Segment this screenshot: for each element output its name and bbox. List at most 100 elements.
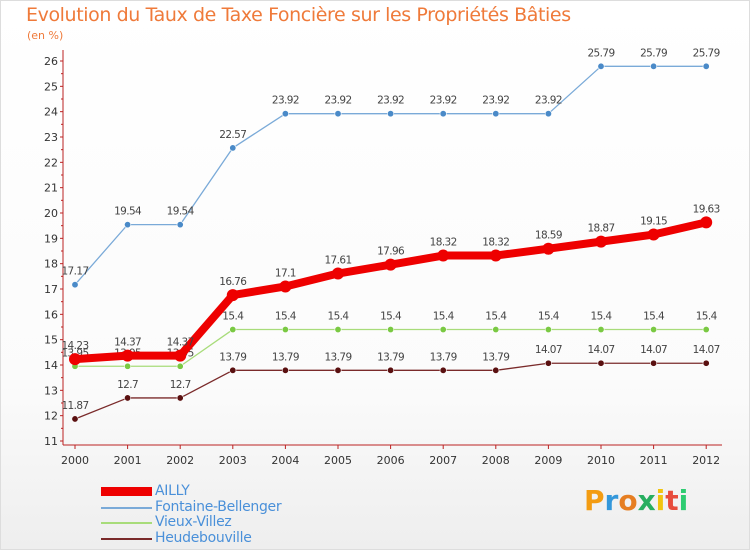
x-tick-label: 2000 (61, 454, 89, 467)
data-point-ailly (489, 249, 502, 262)
y-tick-label: 23 (44, 131, 58, 144)
data-label-heudebouville: 13.79 (482, 351, 509, 363)
y-tick-label: 12 (44, 410, 58, 423)
data-point-vieux-villez (439, 326, 447, 334)
data-label-ailly: 14.37 (167, 337, 194, 349)
data-point-vieux-villez (229, 326, 237, 334)
y-tick-label: 25 (44, 80, 58, 93)
data-label-fontaine-bellenger: 25.79 (640, 47, 667, 59)
data-point-heudebouville (702, 359, 710, 367)
data-point-fontaine-bellenger (492, 110, 500, 118)
data-label-ailly: 17.96 (377, 246, 405, 258)
data-point-fontaine-bellenger (387, 110, 395, 118)
legend-swatch-vieux-villez (101, 522, 152, 524)
data-label-heudebouville: 13.79 (430, 351, 457, 363)
data-label-ailly: 18.32 (430, 237, 457, 249)
x-tick-label: 2003 (219, 454, 247, 467)
data-label-vieux-villez: 15.4 (485, 311, 507, 323)
data-label-heudebouville: 13.79 (272, 351, 299, 363)
data-point-fontaine-bellenger (544, 110, 552, 118)
x-tick-label: 2008 (482, 454, 510, 467)
x-tick-label: 2007 (429, 454, 457, 467)
data-point-fontaine-bellenger (281, 110, 289, 118)
legend-label-heudebouville: Heudebouville (155, 529, 252, 546)
data-point-fontaine-bellenger (124, 221, 132, 229)
y-tick-label: 11 (44, 435, 58, 448)
data-label-ailly: 17.1 (275, 267, 296, 279)
y-axis-unit: (en %) (27, 29, 64, 42)
data-point-fontaine-bellenger (176, 221, 184, 229)
data-label-fontaine-bellenger: 23.92 (535, 95, 562, 107)
data-label-heudebouville: 14.07 (693, 344, 720, 356)
data-point-heudebouville (281, 366, 289, 374)
legend-swatch-fontaine-bellenger (101, 506, 152, 509)
data-point-heudebouville (71, 415, 79, 423)
data-label-heudebouville: 14.07 (587, 344, 614, 356)
data-label-heudebouville: 13.79 (324, 351, 351, 363)
data-label-fontaine-bellenger: 19.54 (167, 206, 195, 218)
x-tick-label: 2005 (324, 454, 352, 467)
data-point-vieux-villez (544, 326, 552, 334)
data-label-vieux-villez: 15.4 (538, 311, 560, 323)
data-point-fontaine-bellenger (334, 110, 342, 118)
data-point-heudebouville (544, 359, 552, 367)
data-label-ailly: 14.23 (61, 340, 88, 352)
x-tick-label: 2001 (114, 454, 142, 467)
logo-letter: P (584, 484, 605, 517)
data-point-ailly (174, 349, 187, 362)
logo-letter: t (665, 484, 679, 517)
data-point-fontaine-bellenger (229, 144, 237, 152)
y-tick-label: 19 (44, 232, 58, 245)
x-tick-label: 2004 (271, 454, 299, 467)
data-label-fontaine-bellenger: 25.79 (693, 47, 720, 59)
data-point-fontaine-bellenger (650, 62, 658, 70)
y-tick-label: 20 (44, 207, 58, 220)
data-point-fontaine-bellenger (71, 281, 79, 289)
data-point-ailly (121, 349, 134, 362)
data-point-ailly (69, 353, 81, 366)
data-label-vieux-villez: 15.4 (222, 311, 244, 323)
data-point-vieux-villez (124, 362, 132, 370)
data-point-heudebouville (229, 366, 237, 374)
chart-title: Evolution du Taux de Taxe Foncière sur l… (26, 4, 571, 26)
data-label-vieux-villez: 15.4 (591, 311, 613, 323)
data-label-vieux-villez: 15.4 (275, 311, 297, 323)
data-label-heudebouville: 13.79 (219, 351, 246, 363)
x-tick-label: 2009 (534, 454, 562, 467)
data-point-ailly (384, 258, 397, 271)
data-label-fontaine-bellenger: 17.17 (61, 266, 88, 278)
data-label-ailly: 18.32 (482, 237, 509, 249)
data-label-ailly: 19.63 (693, 203, 720, 215)
data-point-vieux-villez (334, 326, 342, 334)
legend-swatch-heudebouville (101, 537, 152, 540)
data-point-heudebouville (439, 366, 447, 374)
data-label-fontaine-bellenger: 23.92 (430, 95, 457, 107)
data-label-heudebouville: 14.07 (640, 344, 667, 356)
data-label-fontaine-bellenger: 22.57 (219, 129, 246, 141)
data-point-vieux-villez (597, 326, 605, 334)
y-tick-label: 16 (44, 308, 58, 321)
data-label-ailly: 19.15 (640, 216, 667, 228)
data-point-vieux-villez (492, 326, 500, 334)
data-point-ailly (647, 228, 660, 241)
x-tick-label: 2010 (587, 454, 615, 467)
legend-label-vieux-villez: Vieux-Villez (155, 514, 232, 530)
data-point-heudebouville (387, 366, 395, 374)
data-label-heudebouville: 13.79 (377, 351, 404, 363)
data-label-vieux-villez: 15.4 (643, 311, 665, 323)
y-tick-label: 26 (44, 55, 58, 68)
proxiti-logo: Proxiti (584, 484, 688, 517)
y-tick-label: 14 (44, 359, 58, 372)
legend-swatch-ailly (101, 487, 152, 496)
data-label-heudebouville: 14.07 (535, 344, 562, 356)
data-label-ailly: 17.61 (324, 255, 351, 267)
data-label-vieux-villez: 15.4 (380, 311, 402, 323)
legend-label-fontaine-bellenger: Fontaine-Bellenger (155, 498, 282, 515)
logo-letter: o (618, 484, 638, 517)
data-point-ailly (595, 235, 607, 248)
logo-letter: i (678, 484, 689, 517)
data-point-fontaine-bellenger (439, 110, 447, 118)
data-label-vieux-villez: 15.4 (328, 311, 350, 323)
y-tick-label: 24 (44, 106, 58, 119)
